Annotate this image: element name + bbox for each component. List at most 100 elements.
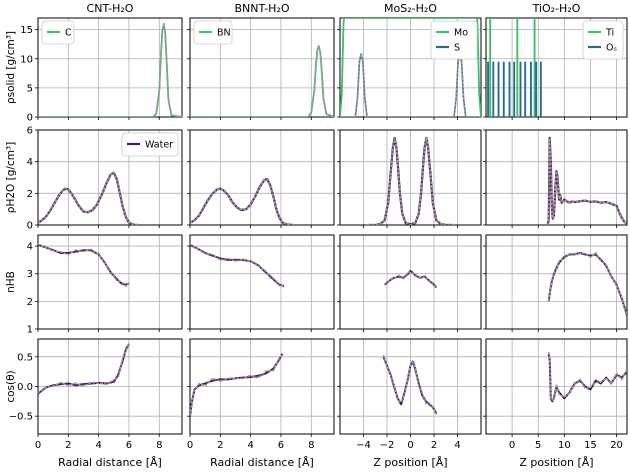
ref-water-density-bnnt-line <box>190 178 294 225</box>
y-tick-label: 10 <box>20 54 33 65</box>
legend-label: C <box>65 28 72 39</box>
ref-cnt-c <box>38 23 182 117</box>
series-tio2-solid <box>487 18 542 117</box>
series-water-density-bnnt <box>190 178 294 225</box>
panel-r3-c3 <box>337 234 482 332</box>
x-tick-label: 0 <box>509 440 515 451</box>
column-title: TiO₂-H₂O <box>532 2 581 15</box>
ref-cnt-c-line <box>38 23 182 117</box>
x-tick-label: 0 <box>187 440 193 451</box>
ref-hbonds-tio2 <box>547 251 627 315</box>
series-water-density-cnt-line <box>38 171 139 225</box>
os-peak <box>535 61 538 117</box>
ref-orientation-mos2-line <box>382 354 438 415</box>
y-tick-label: 0 <box>27 221 33 232</box>
panel-r3-c2 <box>187 234 335 332</box>
legend-label: Oₛ <box>606 43 617 54</box>
y-tick-label: 2 <box>27 189 33 200</box>
series-hbonds-bnnt-line <box>190 243 285 288</box>
ti-peak <box>516 18 519 117</box>
panel-r2-c4 <box>483 129 628 228</box>
column-title: BNNT-H₂O <box>234 2 289 15</box>
legend-box <box>582 20 624 60</box>
axes-frame <box>485 234 628 330</box>
series-water-density-cnt <box>38 171 139 225</box>
ref-hbonds-bnnt-line <box>190 243 285 288</box>
ref-water-density-bnnt <box>190 178 294 225</box>
x-tick-label: 0 <box>35 440 41 451</box>
axes-frame <box>37 234 183 330</box>
ref-water-density-cnt-line <box>38 171 139 225</box>
ti-peak <box>533 18 536 117</box>
x-tick-label: 6 <box>126 440 132 451</box>
os-peak <box>519 61 522 117</box>
os-peak <box>497 61 500 117</box>
legend-bnnt: BN <box>193 20 233 45</box>
panel-r4-c4: 0 5 10 15 20 <box>483 338 628 451</box>
series-mos2-mo-line <box>340 18 481 117</box>
series-orientation-mos2 <box>382 356 438 414</box>
column-title: CNT-H₂O <box>87 2 134 15</box>
x-axis-label: Z position [Å] <box>373 456 447 469</box>
ref-orientation-cnt-line <box>38 341 130 394</box>
series-water-density-tio2 <box>546 136 627 225</box>
y-tick-label: 15 <box>20 25 33 36</box>
ref-hbonds-cnt-line <box>38 243 130 288</box>
y-tick-label: 4 <box>27 242 33 253</box>
y-tick-label: 0.0 <box>17 382 33 393</box>
y-axis-label: ρsolid [g/cm³] <box>5 31 17 104</box>
ref-hbonds-tio2-line <box>547 251 627 315</box>
series-orientation-tio2 <box>547 353 627 403</box>
ref-orientation-bnnt <box>190 353 284 416</box>
series-orientation-tio2-line <box>547 353 627 403</box>
ref-orientation-cnt <box>38 341 130 394</box>
panel-r1-c4 <box>483 17 628 120</box>
y-tick-label: 0.5 <box>17 352 33 363</box>
os-peak <box>492 61 495 117</box>
ref-mos2-s <box>340 53 481 117</box>
legend-cnt: C <box>41 20 75 45</box>
y-tick-label: 4 <box>27 157 33 168</box>
panel-r4-c3: −4 −2 0 2 4 <box>337 338 482 451</box>
axes-frame <box>37 129 183 226</box>
ref-orientation-bnnt-line <box>190 353 284 416</box>
ref-mos2-s-line <box>340 53 481 117</box>
ref-hbonds-cnt <box>38 243 130 288</box>
legend-label: Mo <box>454 28 468 39</box>
y-tick-label: 1 <box>27 325 33 336</box>
legend-label: Water <box>145 140 173 151</box>
legend-label: Ti <box>605 28 614 39</box>
x-tick-label: 2 <box>431 440 437 451</box>
panel-r2-c2 <box>187 129 335 228</box>
ref-orientation-tio2 <box>547 351 627 402</box>
ref-hbonds-mos2 <box>383 271 438 288</box>
x-tick-label: 4 <box>95 440 101 451</box>
ref-water-density-mos2-line <box>367 137 454 225</box>
axes-frame <box>485 17 628 118</box>
x-tick-label: 2 <box>65 440 71 451</box>
x-tick-label: 8 <box>308 440 314 451</box>
x-tick-label: 4 <box>454 440 460 451</box>
axes-frame <box>339 338 482 435</box>
axes-frame <box>189 129 335 226</box>
series-water-density-bnnt-line <box>190 178 294 225</box>
ref-bnnt-bn-line <box>190 43 334 117</box>
axes-frame <box>485 129 628 226</box>
x-tick-label: 8 <box>156 440 162 451</box>
legend-box <box>193 20 233 45</box>
y-axis-label: nHB <box>5 271 17 293</box>
x-tick-label: −2 <box>380 440 395 451</box>
x-tick-label: 5 <box>535 440 541 451</box>
x-tick-label: 2 <box>217 440 223 451</box>
panel-r2-c3 <box>337 129 482 228</box>
x-tick-label: 4 <box>247 440 253 451</box>
os-peak <box>508 61 511 117</box>
legend-box <box>430 20 478 60</box>
ref-bnnt-bn <box>190 43 334 117</box>
ref-water-density-mos2 <box>367 137 454 225</box>
ref-orientation-tio2-line <box>547 351 627 402</box>
ti-peak <box>489 18 492 117</box>
x-tick-label: 15 <box>584 440 597 451</box>
panel-r3-c4 <box>483 234 628 332</box>
